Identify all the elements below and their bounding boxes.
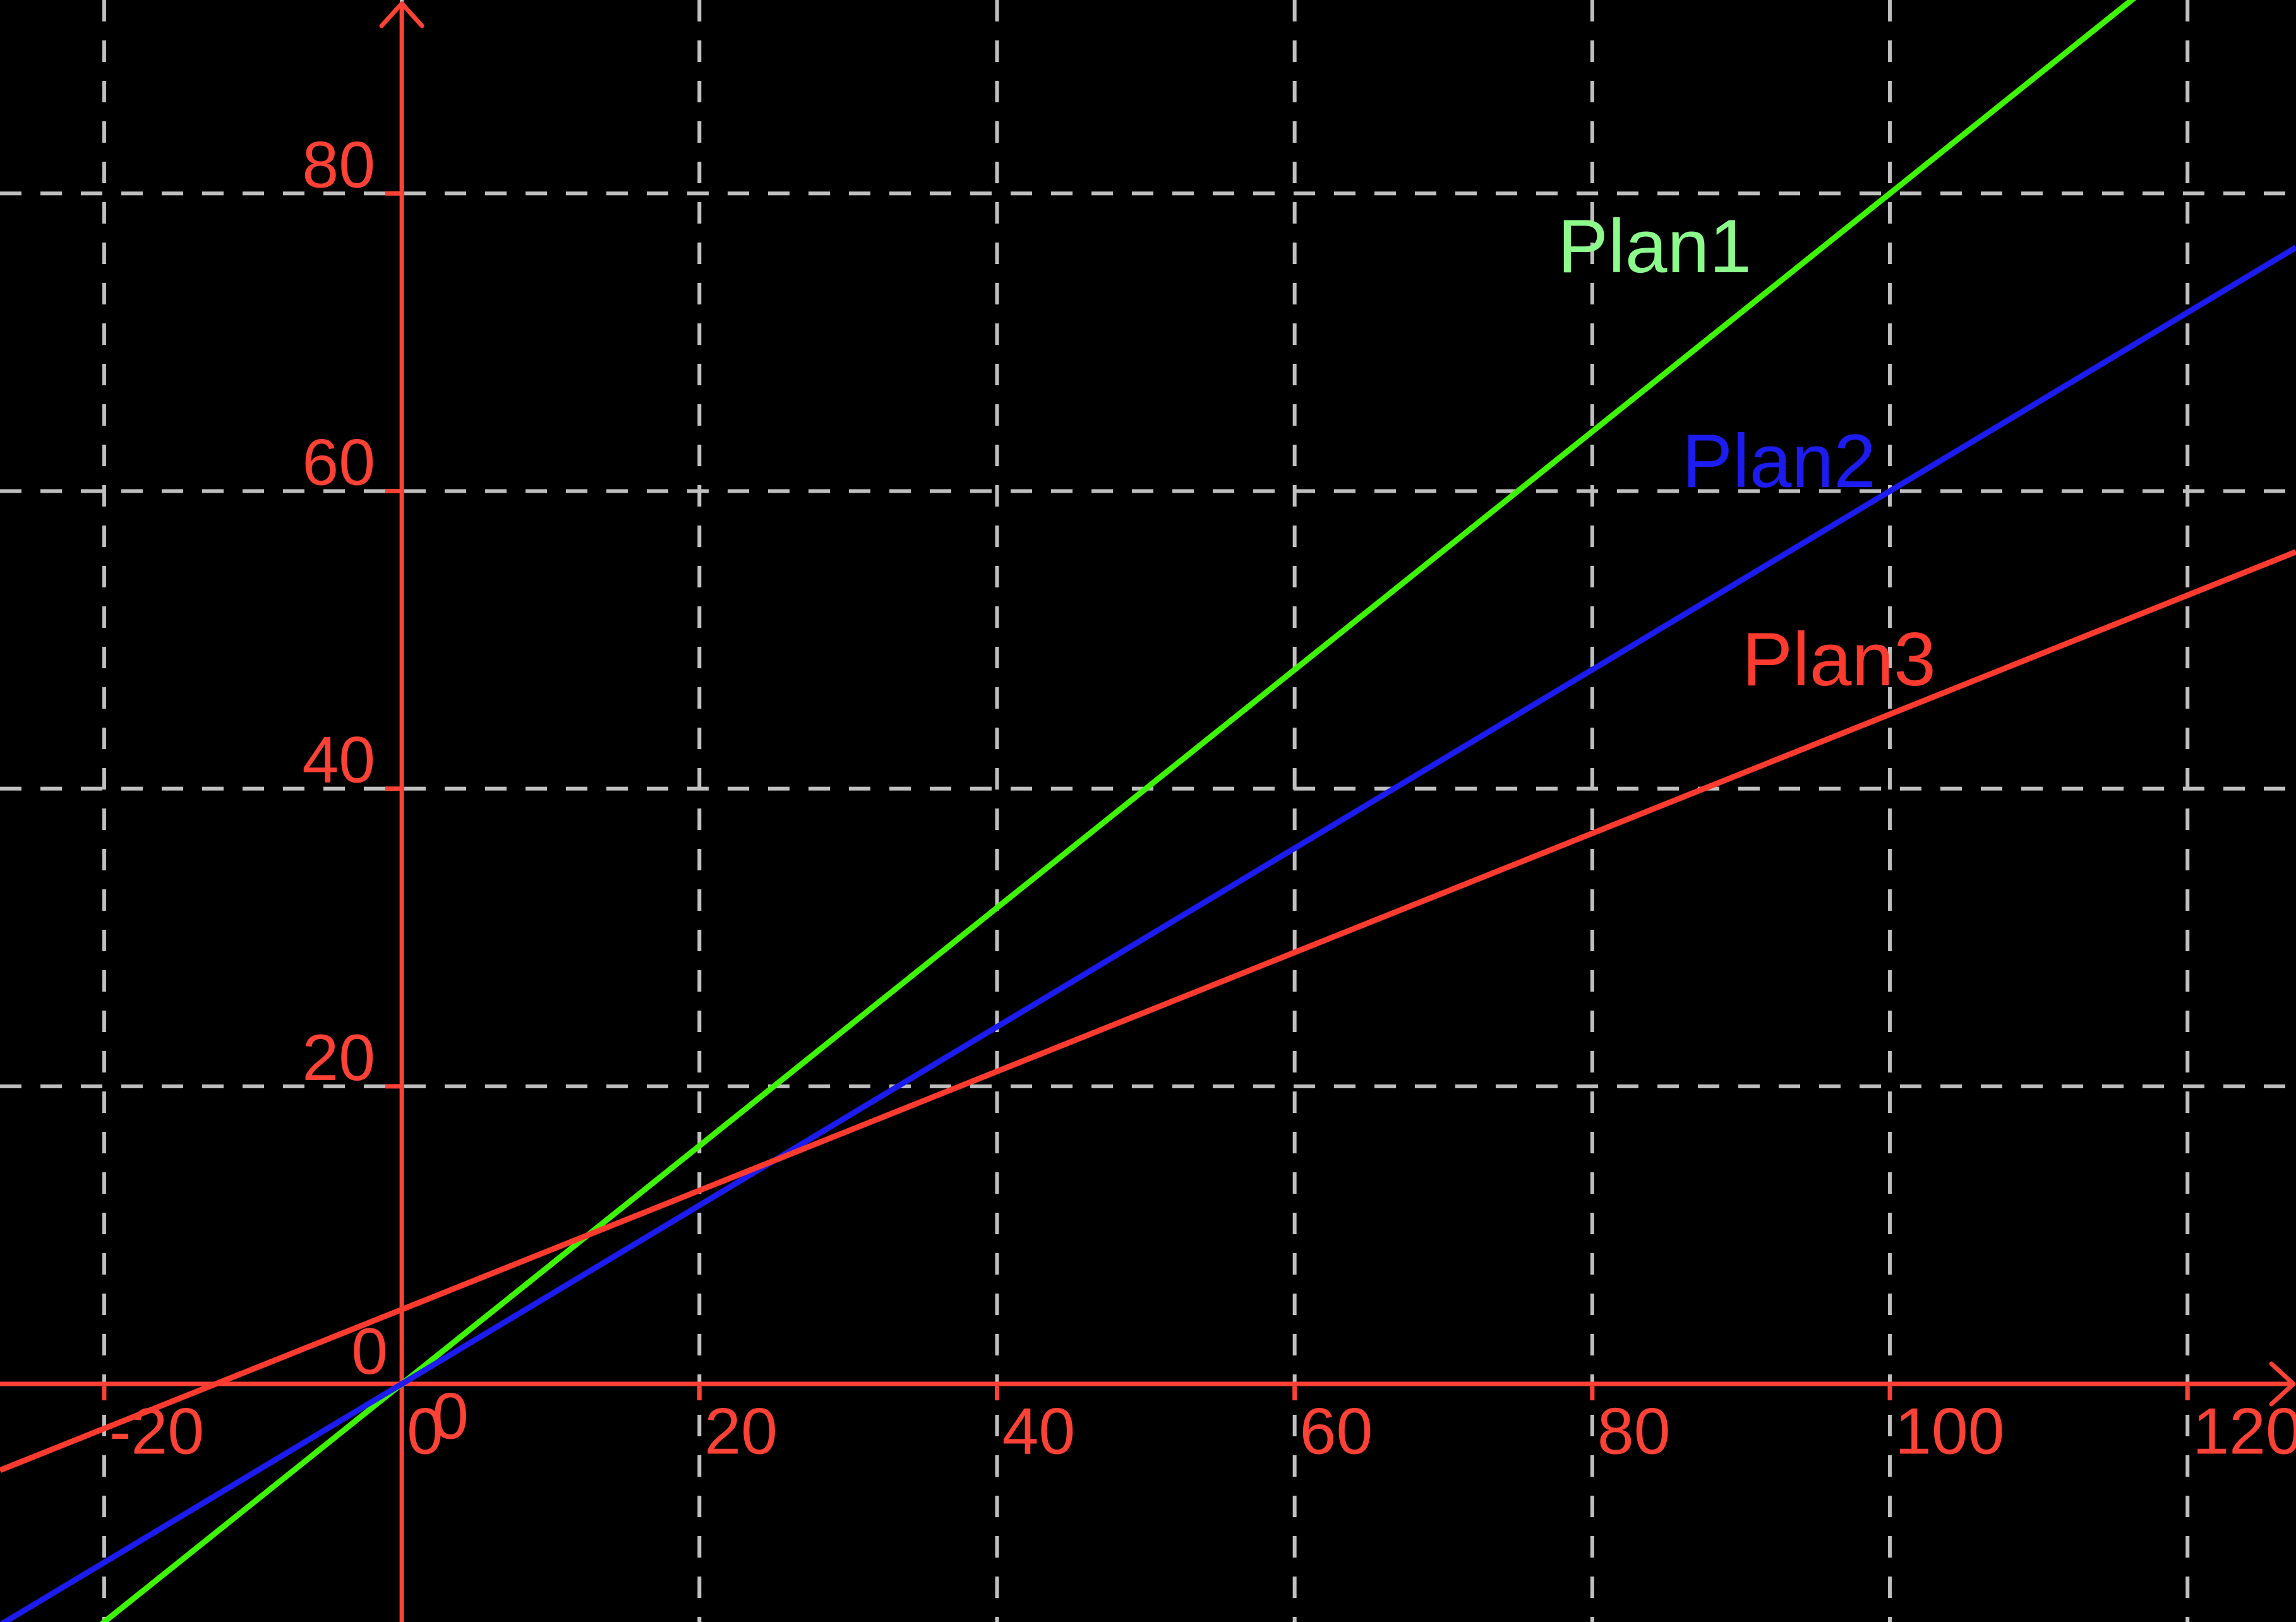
svg-text:40: 40 [1002,1395,1075,1468]
svg-text:120: 120 [2192,1395,2296,1468]
svg-text:-20: -20 [280,1616,375,1622]
svg-text:60: 60 [1300,1395,1373,1468]
svg-text:20: 20 [302,1021,375,1095]
svg-text:20: 20 [704,1395,778,1468]
svg-text:100: 100 [1895,1395,2005,1468]
svg-text:Plan3: Plan3 [1742,617,1936,702]
svg-text:80: 80 [1597,1395,1671,1468]
svg-text:40: 40 [302,724,375,797]
svg-text:Plan2: Plan2 [1682,419,1876,503]
svg-text:80: 80 [302,128,375,201]
svg-text:0: 0 [432,1379,469,1453]
svg-text:Plan1: Plan1 [1558,204,1752,289]
svg-text:60: 60 [302,426,375,499]
